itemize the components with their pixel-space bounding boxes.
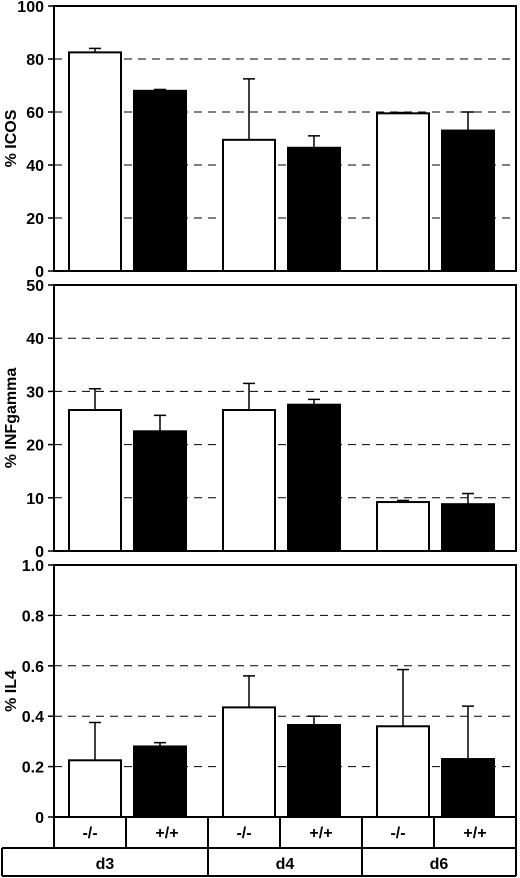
panel-frame xyxy=(53,284,517,552)
genotype-label: +/+ xyxy=(309,825,332,842)
y-tick-label: 0.8 xyxy=(22,608,44,625)
bar-d4-+/+ xyxy=(287,146,341,272)
y-tick-label: 100 xyxy=(17,0,44,16)
bar-d4--/- xyxy=(222,138,276,272)
y-tick-label: 30 xyxy=(26,384,44,401)
x-category-table: -/- +/+ -/- +/+ -/- +/+ d3 d4 d6 xyxy=(1,817,517,877)
bar-d3--/- xyxy=(68,759,122,818)
y-tick-label: 20 xyxy=(26,438,44,455)
bar-d4-+/+ xyxy=(287,724,341,819)
panel-1: 0 20 40 60 80 100 % ICOS xyxy=(3,0,517,281)
bar-d6-+/+ xyxy=(441,503,495,552)
y-tick-label: 0 xyxy=(35,264,44,281)
bar-d6--/- xyxy=(376,501,430,552)
day-label: d4 xyxy=(276,856,295,873)
y-tick-label: 10 xyxy=(26,491,44,508)
bar-d6--/- xyxy=(376,725,430,819)
genotype-label: -/- xyxy=(82,825,97,842)
bar-d3--/- xyxy=(68,409,122,552)
y-tick-label: 80 xyxy=(26,52,44,69)
bar-d3-+/+ xyxy=(133,430,187,552)
y-tick-label: 50 xyxy=(26,278,44,295)
day-label: d3 xyxy=(96,856,115,873)
panel-frame xyxy=(53,564,517,818)
y-tick-label: 0 xyxy=(35,810,44,827)
y-tick-label: 0.4 xyxy=(22,709,44,726)
y-tick-label: 1.0 xyxy=(22,558,44,575)
genotype-label: +/+ xyxy=(155,825,178,842)
bar-d4--/- xyxy=(222,409,276,552)
bar-d4-+/+ xyxy=(287,403,341,553)
bar-d6-+/+ xyxy=(441,758,495,818)
y-tick-label: 40 xyxy=(26,331,44,348)
bar-d6--/- xyxy=(376,112,430,272)
panel-3: 0 0.2 0.4 0.6 0.8 1.0 % IL4 xyxy=(3,558,517,827)
y-tick-label: 40 xyxy=(26,158,44,175)
y-axis-label: % INFgamma xyxy=(3,368,20,469)
genotype-label: -/- xyxy=(236,825,251,842)
day-label: d6 xyxy=(430,856,449,873)
panel-frame xyxy=(53,5,517,272)
bar-d3-+/+ xyxy=(133,89,187,272)
bar-d3-+/+ xyxy=(133,745,187,818)
bar-d3--/- xyxy=(68,51,122,272)
panel-2: 0 10 20 30 40 50 % INFgamma xyxy=(3,278,517,561)
y-tick-label: 20 xyxy=(26,211,44,228)
y-axis-label: % ICOS xyxy=(3,109,20,167)
y-tick-label: 60 xyxy=(26,105,44,122)
y-tick-label: 0 xyxy=(35,544,44,561)
bar-d6-+/+ xyxy=(441,129,495,272)
genotype-label: -/- xyxy=(390,825,405,842)
y-axis-label: % IL4 xyxy=(3,670,20,712)
y-tick-label: 0.2 xyxy=(22,760,44,777)
genotype-label: +/+ xyxy=(463,825,486,842)
y-tick-label: 0.6 xyxy=(22,659,44,676)
bar-d4--/- xyxy=(222,706,276,819)
